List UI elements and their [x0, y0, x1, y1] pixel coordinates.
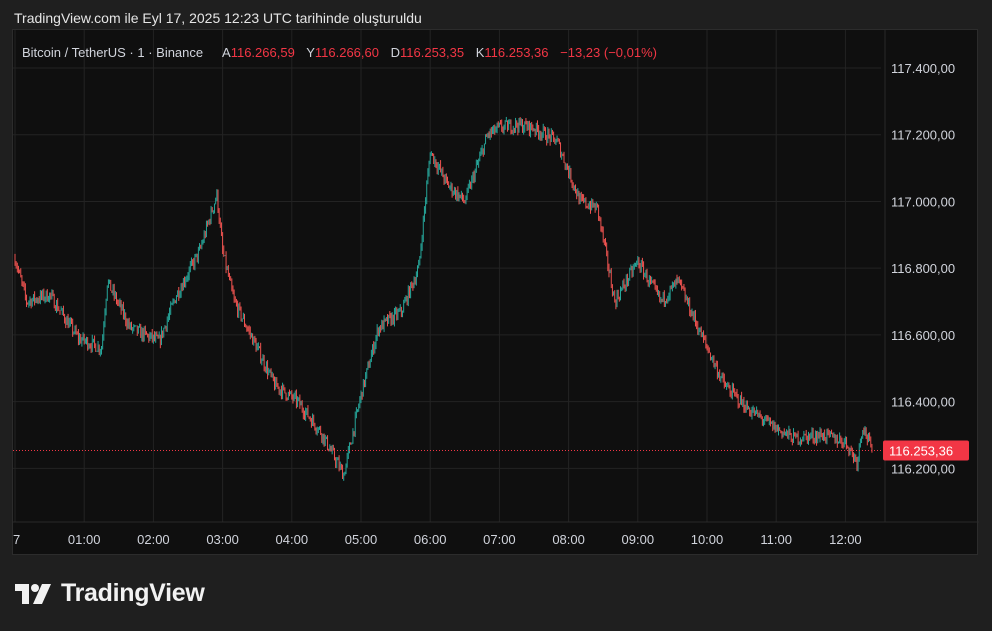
tradingview-logo-icon	[15, 583, 51, 604]
x-tick-label: 03:00	[206, 532, 239, 547]
x-tick-label: 01:00	[68, 532, 101, 547]
y-tick-label: 116.800,00	[891, 261, 955, 276]
ohlc-legend: Bitcoin / TetherUS · 1 · Binance A116.26…	[22, 45, 657, 60]
grid-lines	[13, 30, 881, 522]
candlestick-chart[interactable]: 116.200,00 116.400,00 116.600,00 116.800,00…	[13, 30, 979, 556]
open-label: A	[222, 45, 231, 60]
page-title: TradingView.com ile Eyl 17, 2025 12:23 U…	[14, 10, 422, 26]
close-label: K	[475, 45, 485, 60]
low-label: D	[390, 45, 400, 60]
x-tick-label: 7	[13, 532, 20, 547]
last-price-badge-text: 116.253,36	[889, 444, 953, 459]
low-value: 116.253,35	[400, 45, 465, 60]
logo-text: TradingView	[61, 579, 205, 607]
tradingview-logo[interactable]: TradingView	[15, 579, 205, 608]
last-price-badge	[883, 440, 969, 461]
change-value: −13,23 (−0,01%)	[560, 45, 657, 60]
close-value: 116.253,36	[484, 45, 549, 60]
candles	[14, 116, 873, 481]
y-tick-label: 117.000,00	[891, 194, 955, 209]
x-tick-label: 12:00	[829, 532, 862, 547]
x-tick-label: 11:00	[760, 532, 792, 547]
high-value: 116.266,60	[314, 45, 379, 60]
axes: 116.200,00 116.400,00 116.600,00 116.800,00…	[13, 30, 979, 547]
high-label: Y	[306, 45, 315, 60]
y-tick-label: 117.200,00	[891, 128, 955, 143]
chart-panel[interactable]: 116.200,00 116.400,00 116.600,00 116.800,00…	[12, 29, 979, 556]
x-tick-label: 06:00	[414, 532, 447, 547]
x-tick-label: 04:00	[276, 532, 309, 547]
x-tick-label: 09:00	[622, 532, 655, 547]
y-tick-label: 117.400,00	[891, 61, 955, 76]
x-tick-label: 08:00	[552, 532, 585, 547]
symbol-label[interactable]: Bitcoin / TetherUS · 1 · Binance	[22, 45, 204, 60]
y-tick-label: 116.600,00	[891, 328, 955, 343]
x-tick-label: 02:00	[137, 532, 170, 547]
y-tick-label: 116.400,00	[891, 395, 955, 410]
x-tick-label: 07:00	[483, 532, 516, 547]
y-tick-label: 116.200,00	[891, 461, 955, 476]
open-value: 116.266,59	[230, 45, 295, 60]
x-tick-label: 05:00	[345, 532, 378, 547]
x-tick-label: 10:00	[691, 532, 724, 547]
